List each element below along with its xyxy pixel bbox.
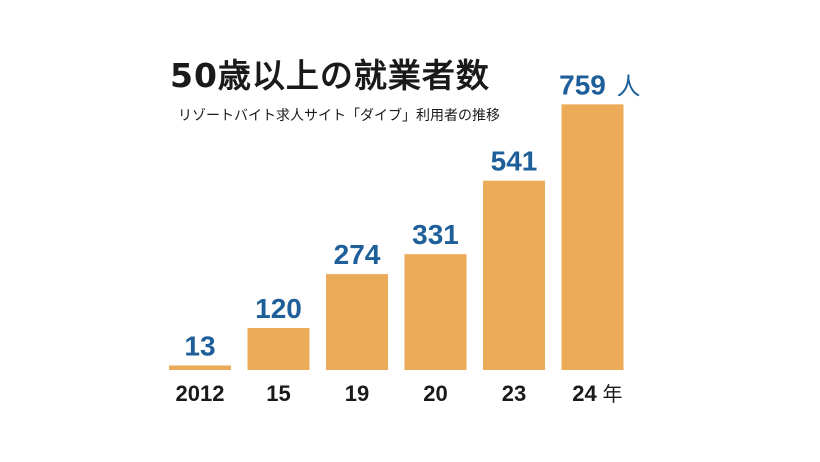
bar-23 [483, 180, 545, 370]
bar-2012 [169, 365, 231, 370]
x-tick-label-23: 23 [502, 381, 526, 406]
value-label-15: 120 [255, 293, 302, 324]
value-label-23: 541 [491, 146, 538, 177]
x-tick-label-20: 20 [423, 381, 447, 406]
x-axis-unit-label: 年 [603, 382, 623, 406]
bar-19 [326, 274, 388, 370]
x-tick-label-24: 24 [572, 381, 597, 406]
x-tick-label-19: 19 [345, 381, 369, 406]
chart-subtitle: リゾートバイト求人サイト「ダイブ」利用者の推移 [178, 108, 500, 124]
value-label-19: 274 [334, 239, 381, 270]
x-tick-label-15: 15 [266, 381, 290, 406]
value-label-24: 759 [559, 69, 606, 100]
chart-title: 50歳以上の就業者数 [170, 56, 490, 95]
x-tick-label-2012: 2012 [176, 381, 225, 406]
bar-15 [247, 328, 310, 370]
bar-20 [404, 254, 467, 370]
value-unit-label: 人 [617, 72, 641, 100]
bar-24 [561, 104, 624, 370]
value-label-20: 331 [412, 219, 459, 250]
value-label-2012: 13 [184, 330, 215, 361]
